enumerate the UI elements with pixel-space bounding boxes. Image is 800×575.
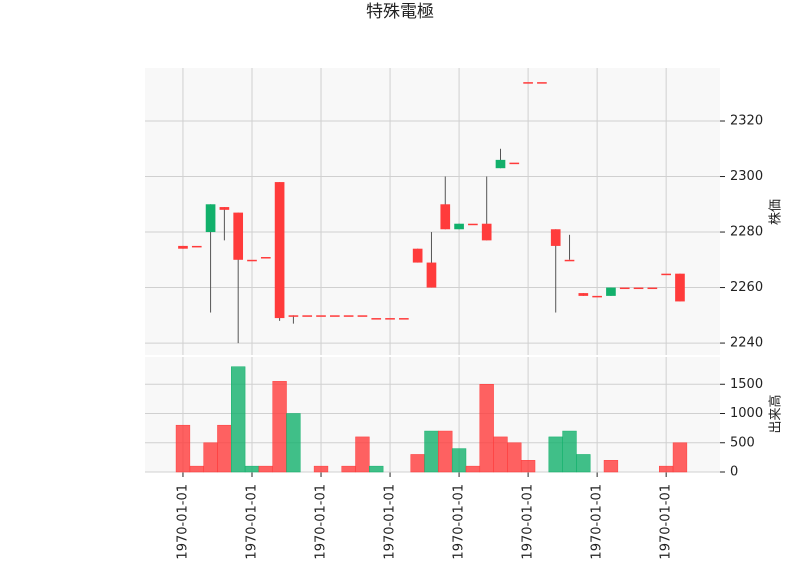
volume-bar bbox=[438, 430, 453, 473]
y-tick-label: 2240 bbox=[730, 336, 763, 351]
candle-body bbox=[385, 318, 395, 320]
candle-body bbox=[606, 287, 616, 296]
volume-bar bbox=[479, 384, 494, 473]
candle-body bbox=[219, 207, 230, 210]
candle-body bbox=[302, 315, 313, 317]
volume-bar bbox=[562, 430, 577, 473]
candle-body bbox=[537, 82, 547, 84]
candle-body bbox=[426, 262, 437, 288]
volume-bar bbox=[451, 448, 467, 473]
candle-body bbox=[440, 204, 451, 230]
candle-body bbox=[399, 318, 409, 320]
candle-body bbox=[412, 248, 423, 263]
x-tick-label: 1970-01-01 bbox=[175, 484, 190, 560]
candle-body bbox=[329, 315, 340, 317]
volume-axis-label: 出来高 bbox=[768, 394, 784, 433]
candle-body bbox=[178, 245, 188, 249]
volume-bar bbox=[286, 413, 301, 473]
x-tick-label: 1970-01-01 bbox=[590, 484, 605, 560]
x-tick-label: 1970-01-01 bbox=[452, 484, 467, 560]
candle-body bbox=[205, 204, 216, 233]
volume-bar bbox=[576, 454, 591, 473]
volume-bar bbox=[244, 465, 260, 473]
candle-body bbox=[633, 287, 644, 290]
volume-bar bbox=[175, 424, 191, 473]
volume-bar bbox=[313, 465, 329, 473]
volume-bar bbox=[203, 442, 218, 473]
price-panel bbox=[145, 68, 720, 355]
x-tick-label: 1970-01-01 bbox=[521, 484, 536, 560]
volume-bar bbox=[355, 436, 370, 473]
volume-bar bbox=[603, 460, 619, 473]
candle-body bbox=[523, 82, 533, 84]
x-tick-label: 1970-01-01 bbox=[659, 484, 674, 560]
candle-body bbox=[274, 182, 285, 319]
candle-body bbox=[550, 229, 561, 246]
x-tick-label: 1970-01-01 bbox=[314, 484, 329, 560]
candle-body bbox=[357, 315, 368, 317]
candle-body bbox=[481, 223, 492, 241]
candle-body bbox=[247, 259, 257, 262]
y-axis-label: 株価 bbox=[769, 199, 784, 225]
volume-tick-label: 1000 bbox=[730, 406, 763, 421]
volume-tick-label: 1500 bbox=[730, 377, 763, 392]
candle-body bbox=[564, 259, 575, 262]
candle-body bbox=[495, 159, 506, 169]
candle-body bbox=[454, 223, 464, 230]
volume-bar bbox=[410, 454, 425, 473]
x-tick-label: 1970-01-01 bbox=[383, 484, 398, 560]
volume-bar bbox=[217, 424, 232, 473]
volume-tick-label: 500 bbox=[730, 435, 755, 450]
volume-bar bbox=[507, 442, 522, 473]
volume-bar bbox=[465, 465, 481, 473]
candle-body bbox=[233, 212, 244, 260]
volume-bar bbox=[520, 460, 536, 473]
volume-bar bbox=[659, 465, 674, 473]
candle-body bbox=[675, 273, 685, 302]
volume-bar bbox=[672, 442, 688, 473]
y-tick-label: 2320 bbox=[730, 114, 763, 129]
candle-body bbox=[592, 295, 602, 298]
volume-bar bbox=[548, 436, 563, 473]
chart-title: 特殊電極 bbox=[366, 2, 434, 22]
candle-body bbox=[343, 315, 354, 317]
volume-bar bbox=[369, 465, 384, 473]
candle-body bbox=[288, 315, 299, 317]
candle-body bbox=[468, 223, 478, 226]
y-tick-label: 2300 bbox=[730, 169, 763, 184]
y-tick-label: 2260 bbox=[730, 280, 763, 295]
candle-body bbox=[661, 273, 671, 276]
volume-tick-label: 0 bbox=[730, 465, 738, 480]
volume-bar bbox=[189, 465, 204, 473]
volume-bar bbox=[258, 465, 273, 473]
candle-body bbox=[509, 162, 520, 165]
candle-body bbox=[647, 287, 658, 290]
candle-body bbox=[260, 257, 271, 259]
candle-body bbox=[578, 293, 589, 296]
volume-bar bbox=[493, 436, 508, 473]
candle-body bbox=[619, 287, 630, 290]
candle-body bbox=[371, 318, 382, 320]
x-tick-label: 1970-01-01 bbox=[244, 484, 259, 560]
volume-bar bbox=[341, 465, 356, 473]
volume-bar bbox=[424, 430, 439, 473]
candle-body bbox=[191, 245, 202, 248]
y-tick-label: 2280 bbox=[730, 225, 763, 240]
volume-bar bbox=[231, 366, 246, 473]
volume-bar bbox=[272, 381, 287, 473]
candle-body bbox=[316, 315, 326, 317]
